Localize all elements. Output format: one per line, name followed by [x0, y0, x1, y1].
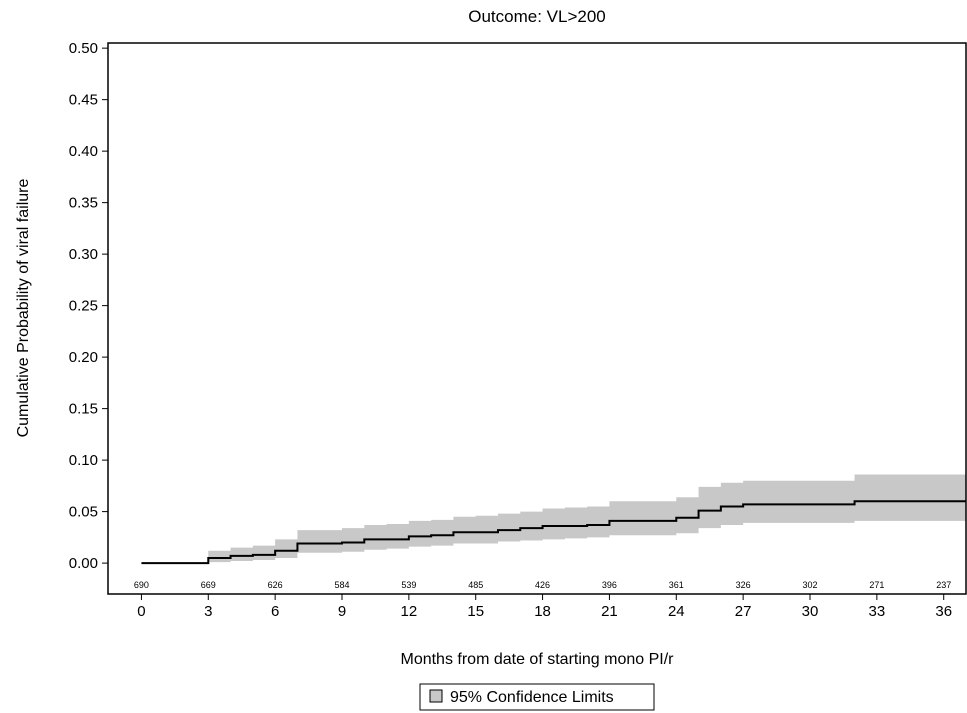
x-tick-label: 21	[601, 603, 618, 620]
x-tick-label: 6	[271, 603, 279, 620]
y-tick-label: 0.00	[69, 555, 98, 572]
legend: 95% Confidence Limits	[419, 683, 655, 711]
at-risk-count: 485	[468, 580, 483, 590]
y-tick-label: 0.30	[69, 246, 98, 263]
y-tick-label: 0.35	[69, 195, 98, 212]
x-tick-label: 33	[869, 603, 886, 620]
x-tick-label: 27	[735, 603, 752, 620]
at-risk-count: 271	[869, 580, 884, 590]
y-tick-label: 0.05	[69, 504, 98, 521]
at-risk-count: 302	[802, 580, 817, 590]
chart-title: Outcome: VL>200	[468, 7, 606, 26]
at-risk-count: 361	[669, 580, 684, 590]
confidence-band	[141, 474, 966, 564]
y-tick-label: 0.50	[69, 40, 98, 57]
x-tick-label: 24	[668, 603, 685, 620]
y-tick-label: 0.25	[69, 298, 98, 315]
at-risk-count: 626	[268, 580, 283, 590]
at-risk-count: 690	[134, 580, 149, 590]
legend-box	[419, 683, 655, 711]
x-tick-label: 0	[137, 603, 145, 620]
legend-label: 95% Confidence Limits	[450, 689, 614, 706]
y-tick-label: 0.20	[69, 349, 98, 366]
x-tick-label: 18	[534, 603, 551, 620]
at-risk-count: 326	[736, 580, 751, 590]
y-tick-label: 0.40	[69, 143, 98, 160]
x-tick-label: 15	[467, 603, 484, 620]
x-tick-label: 36	[935, 603, 952, 620]
y-axis-label: Cumulative Probability of viral failure	[15, 179, 32, 438]
at-risk-count: 669	[201, 580, 216, 590]
y-tick-label: 0.45	[69, 92, 98, 109]
x-tick-label: 30	[802, 603, 819, 620]
plot-frame	[107, 42, 967, 595]
x-tick-label: 9	[338, 603, 346, 620]
legend-swatch-icon	[429, 689, 443, 703]
at-risk-count: 584	[334, 580, 349, 590]
at-risk-count: 426	[535, 580, 550, 590]
at-risk-count: 539	[401, 580, 416, 590]
y-tick-label: 0.10	[69, 452, 98, 469]
y-tick-label: 0.15	[69, 401, 98, 418]
x-axis-label: Months from date of starting mono PI/r	[400, 651, 674, 668]
at-risk-count: 396	[602, 580, 617, 590]
at-risk-count: 237	[936, 580, 951, 590]
x-tick-label: 12	[401, 603, 418, 620]
x-tick-label: 3	[204, 603, 212, 620]
km-step-line	[141, 500, 966, 565]
